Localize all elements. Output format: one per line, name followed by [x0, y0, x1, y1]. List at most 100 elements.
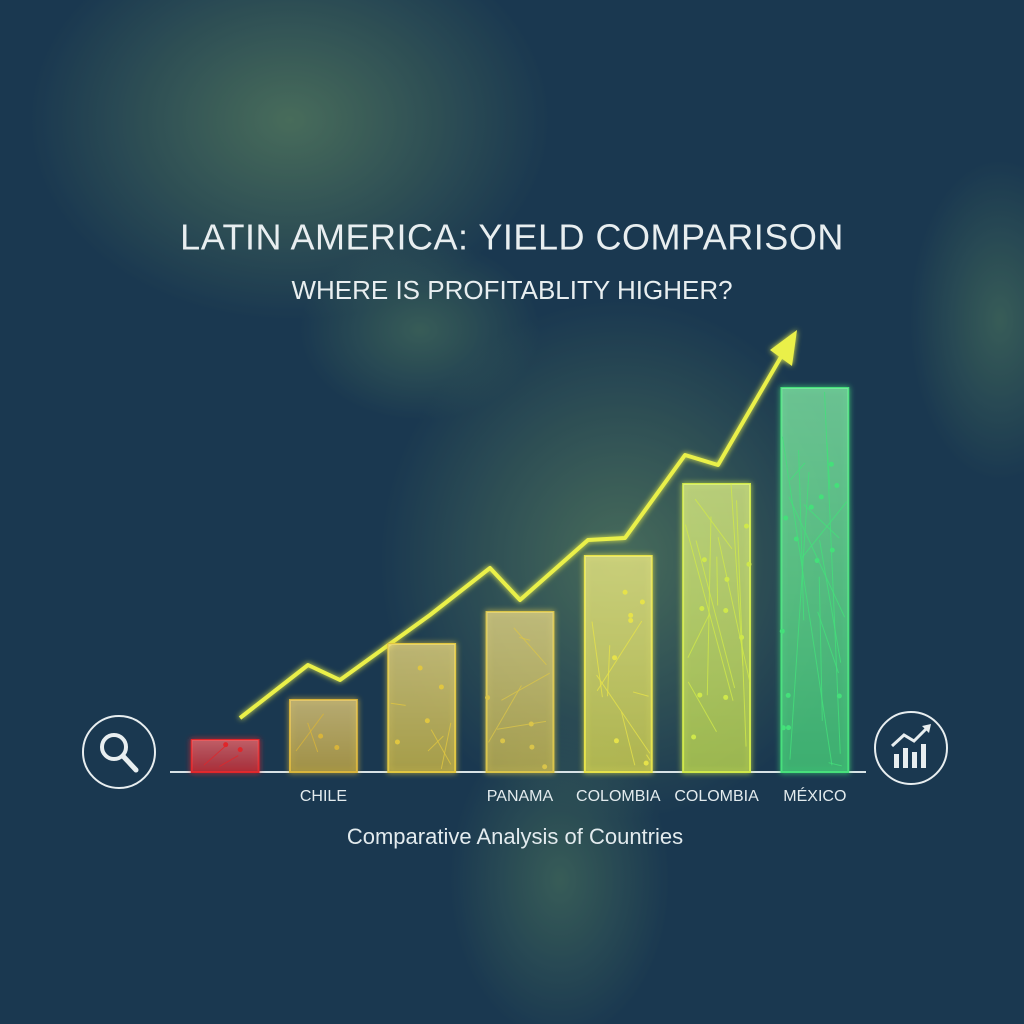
bar-network [803, 504, 840, 539]
bar-network [817, 611, 839, 674]
bar-node [786, 725, 792, 731]
bar-node [746, 561, 752, 567]
bar-network [824, 391, 841, 754]
x-tick-label: MÉXICO [783, 786, 846, 805]
bar-sheen [290, 700, 357, 772]
x-tick-label: COLOMBIA [674, 788, 759, 805]
bar-node [723, 694, 729, 700]
bar-node [699, 605, 705, 611]
bar-network [427, 735, 444, 752]
bar-network [632, 691, 649, 697]
bar-network [695, 540, 736, 689]
bar-network [621, 712, 636, 766]
bar-node [834, 482, 840, 488]
bar-network [694, 498, 733, 550]
bar-network [819, 540, 842, 663]
bar-node [785, 692, 791, 698]
bar-network [519, 636, 531, 641]
trend-arrow [238, 330, 797, 720]
bar-network [596, 674, 651, 754]
bar-node [529, 744, 535, 750]
bar-network [295, 713, 325, 752]
bar-sheen [486, 612, 554, 772]
bar-network [203, 743, 229, 766]
bar-network [591, 621, 603, 698]
bar-network [736, 500, 747, 747]
bar-sheen [388, 644, 456, 772]
bar-network [687, 681, 717, 732]
bar-node [394, 739, 400, 745]
bar-node [783, 515, 789, 521]
bar-network [789, 471, 810, 760]
bar-network [781, 436, 833, 766]
bar-network [390, 702, 406, 706]
bar-node [723, 608, 729, 614]
bar-network [687, 613, 710, 658]
bar-network [307, 722, 319, 753]
bar-network [513, 627, 547, 666]
bar-node [613, 738, 619, 744]
bar-node [223, 742, 229, 748]
bar-network [501, 672, 550, 701]
bar-network [440, 722, 452, 770]
bar-network [790, 462, 806, 481]
bar-node [836, 693, 842, 699]
x-tick-label: COLOMBIA [576, 788, 661, 805]
bar-node [793, 536, 799, 542]
bar-network [497, 720, 547, 730]
search-icon [82, 715, 156, 789]
bar-node [780, 725, 786, 731]
chart-title: LATIN AMERICA: YIELD COMPARISON [180, 217, 844, 258]
bar-sheen [683, 484, 750, 772]
bar-node [818, 494, 824, 500]
bar-node [697, 692, 703, 698]
bar-node [829, 547, 835, 553]
bar-sheen [584, 556, 652, 772]
bar-network [801, 501, 848, 559]
chart-subtitle: WHERE IS PROFITABLITY HIGHER? [291, 275, 732, 305]
bar-node [639, 599, 645, 605]
bar-node [628, 612, 634, 618]
bar-node [691, 734, 697, 740]
bar-node [438, 684, 444, 690]
bar-network [219, 755, 239, 767]
bar-node [485, 695, 491, 701]
bar-node [628, 618, 634, 624]
bar-node [701, 557, 707, 563]
x-tick-label: CHILE [300, 788, 347, 805]
bar-node [622, 589, 628, 595]
bar-network [607, 645, 611, 697]
bar-node [237, 747, 243, 753]
growth-icon [874, 711, 948, 785]
bar-node [744, 523, 750, 529]
bar-node [417, 665, 423, 671]
bar-network [798, 450, 805, 621]
bar-node [779, 628, 785, 634]
bar-node [828, 461, 834, 467]
bar-node [612, 655, 618, 661]
bar-network [717, 537, 751, 683]
bar-node [808, 504, 814, 510]
bar-node [334, 744, 340, 750]
bar-network [706, 516, 712, 696]
bar-node [643, 760, 649, 766]
x-tick-label: PANAMA [487, 788, 554, 805]
bar-node [542, 764, 548, 770]
bar-node [739, 634, 745, 640]
bar-network [828, 762, 842, 767]
bar-network [716, 556, 719, 606]
bar-network [684, 524, 734, 701]
bar-node [318, 733, 324, 739]
x-axis-label: Comparative Analysis of Countries [347, 824, 683, 849]
bar-sheen [781, 388, 849, 772]
bar-network [788, 496, 846, 618]
bar-network [430, 729, 452, 765]
bar-node [424, 718, 430, 724]
bar-node [500, 738, 506, 744]
bar-network [646, 754, 651, 761]
bar-network [596, 620, 643, 692]
bar-network [488, 685, 522, 743]
